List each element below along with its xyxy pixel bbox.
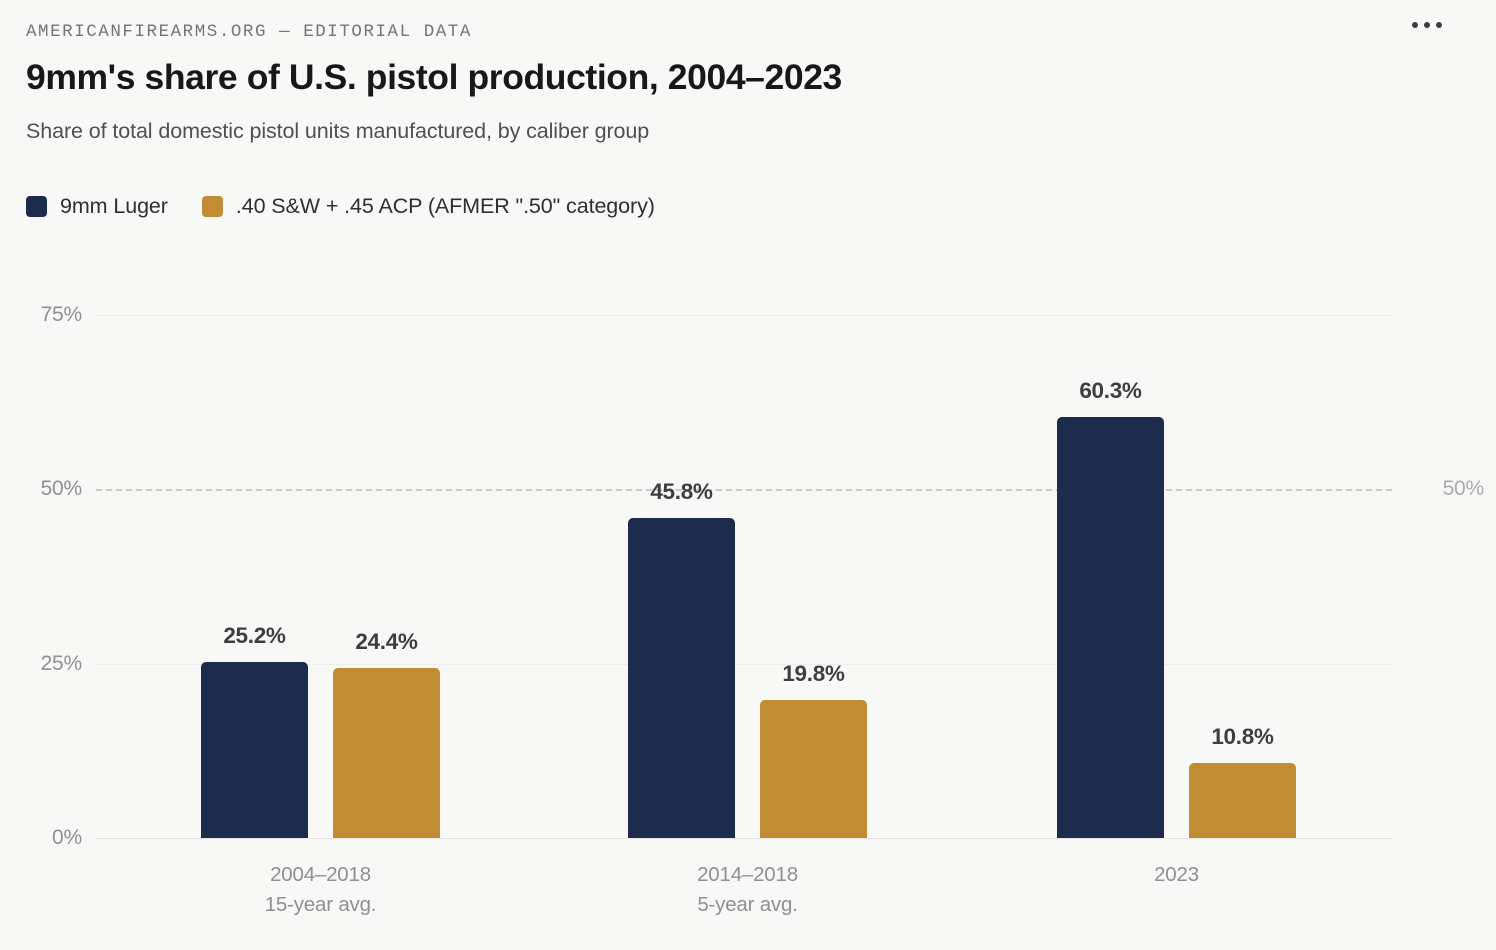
y-axis-tick-label: 0% bbox=[52, 826, 82, 849]
bar-value-label: 10.8% bbox=[1211, 723, 1274, 749]
menu-dot bbox=[1436, 22, 1442, 28]
bar-value-label: 24.4% bbox=[355, 628, 418, 654]
x-axis-category-label: 2014–2018 5-year avg. bbox=[588, 860, 908, 919]
page-subtitle: Share of total domestic pistol units man… bbox=[26, 119, 650, 143]
bar-navy[interactable] bbox=[628, 518, 735, 838]
y-axis-tick-label: 50% bbox=[40, 477, 83, 500]
legend-swatch-icon bbox=[201, 196, 223, 217]
x-axis-category-period: 2023 bbox=[1154, 863, 1199, 886]
x-axis-category-period: 2004–2018 bbox=[270, 863, 371, 886]
legend-swatch-icon bbox=[26, 196, 47, 217]
chart-legend: 9mm Luger .40 S&W + .45 ACP (AFMER ".50"… bbox=[26, 194, 655, 219]
y-axis-tick-label: 25% bbox=[40, 651, 83, 675]
bar-value-label: 60.3% bbox=[1079, 378, 1142, 404]
bar-navy[interactable] bbox=[1057, 417, 1164, 838]
bar-gold[interactable] bbox=[1189, 762, 1296, 838]
bar-value-label: 19.8% bbox=[782, 660, 845, 686]
page-title: 9mm's share of U.S. pistol production, 2… bbox=[26, 57, 842, 97]
kicker-eyebrow: AMERICANFIREARMS.ORG — EDITORIAL DATA bbox=[26, 22, 472, 42]
reference-line-50 bbox=[96, 489, 1392, 491]
legend-label: .40 S&W + .45 ACP (AFMER ".50" category) bbox=[235, 194, 655, 218]
gridline-75% bbox=[96, 314, 1392, 316]
bar-value-label: 45.8% bbox=[650, 479, 713, 505]
menu-dot bbox=[1412, 22, 1418, 28]
x-axis-category-sublabel: 5-year avg. bbox=[697, 892, 798, 916]
bar-gold[interactable] bbox=[333, 667, 440, 838]
x-axis-category-period: 2014–2018 bbox=[697, 863, 798, 886]
legend-item-9mm[interactable]: 9mm Luger bbox=[26, 194, 168, 219]
kebab-menu-icon[interactable] bbox=[1408, 18, 1446, 32]
bar-gold[interactable] bbox=[760, 699, 867, 838]
x-axis-category-label: 2004–2018 15-year avg. bbox=[161, 860, 481, 919]
bar-navy[interactable] bbox=[201, 662, 308, 838]
reference-line-label: 50% bbox=[1442, 477, 1485, 500]
legend-label: 9mm Luger bbox=[60, 194, 168, 218]
x-axis-category-sublabel: 15-year avg. bbox=[264, 892, 377, 916]
menu-dot bbox=[1424, 22, 1430, 28]
legend-item-40sw-45acp[interactable]: .40 S&W + .45 ACP (AFMER ".50" category) bbox=[201, 194, 655, 219]
y-axis-tick-label: 75% bbox=[40, 302, 83, 326]
bar-value-label: 25.2% bbox=[223, 623, 286, 649]
x-axis-category-label: 2023 bbox=[1017, 860, 1337, 890]
gridline-25% bbox=[96, 663, 1392, 665]
gridline-0% bbox=[96, 838, 1392, 839]
